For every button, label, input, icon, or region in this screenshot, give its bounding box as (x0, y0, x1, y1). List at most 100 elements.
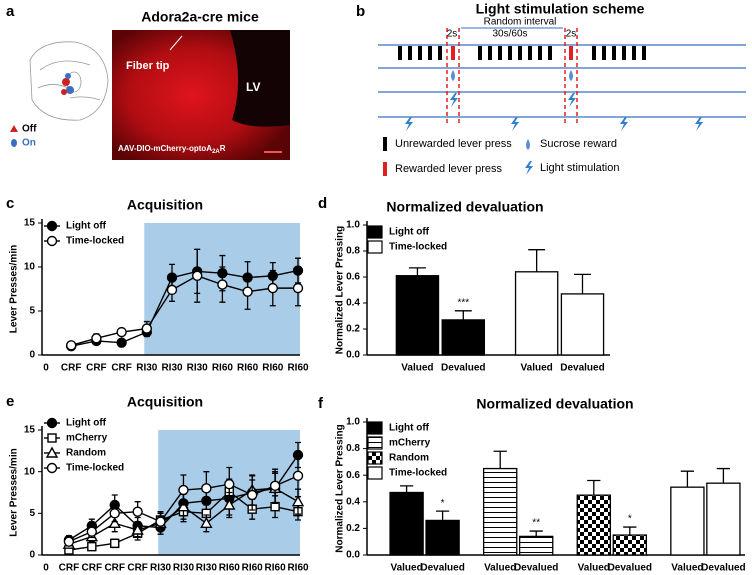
marker (223, 498, 236, 510)
legend-label: Light stimulation (540, 162, 620, 174)
legend-icon (383, 137, 387, 151)
marker (46, 462, 58, 474)
marker (87, 541, 97, 552)
marker (178, 484, 189, 496)
legend-swatch (367, 466, 383, 480)
legend-label: Light off (66, 221, 107, 232)
bar (389, 491, 424, 556)
y-tick-label: 0.8 (346, 443, 360, 454)
x-tick-label: RI60 (219, 563, 241, 574)
x-tick-label: Devalued (608, 563, 652, 574)
legend-label: Light off (66, 418, 107, 429)
chart-title: Normalized devaluation (476, 396, 633, 412)
marker (201, 483, 212, 494)
marker (110, 538, 120, 549)
error-bar (454, 310, 472, 320)
x-tick-label: RI30 (150, 563, 172, 574)
marker (45, 446, 59, 458)
rewarded-press (451, 46, 455, 60)
bar (670, 486, 705, 556)
bar (518, 535, 554, 556)
marker (46, 235, 58, 247)
marker (200, 516, 213, 529)
marker (116, 326, 127, 338)
legend-label: Light off (389, 423, 430, 434)
chart-title: Acquisition (127, 394, 203, 410)
x-tick-label: 0 (43, 363, 49, 374)
legend-icon (526, 139, 530, 150)
light-stim (450, 93, 458, 107)
legend-label: mCherry (66, 433, 108, 444)
unrewarded-press (418, 46, 422, 60)
x-tick-label: CRF (127, 563, 148, 574)
y-tick-label: 0.8 (346, 246, 360, 257)
error-bar (680, 470, 695, 488)
error-bar (574, 273, 591, 294)
y-axis-label: Normalized Lever Pressing (335, 424, 346, 552)
marker (269, 480, 281, 492)
series-line (71, 275, 298, 346)
pointer (169, 35, 183, 51)
y-tick-label: 5 (29, 508, 35, 519)
x-tick-label: RI30 (161, 363, 183, 374)
legend-swatch (367, 421, 383, 435)
legend-label: Time-locked (389, 242, 447, 253)
bar (576, 494, 612, 556)
construct-label: AAV-DIO-mCherry-optoA2AR (118, 144, 226, 154)
x-tick-label: 0 (43, 563, 49, 574)
x-tick-label: Valued (401, 363, 433, 374)
unrewarded-press (398, 46, 402, 60)
unrewarded-press (592, 46, 596, 60)
annotation: Fiber tip (126, 60, 170, 72)
unrewarded-press (528, 46, 532, 60)
x-tick-label: Devalued (420, 563, 464, 574)
x-tick-label: Devalued (560, 363, 604, 374)
unrewarded-press (408, 46, 412, 60)
unrewarded-press (518, 46, 522, 60)
legend-swatch (367, 240, 383, 254)
unrewarded-press (602, 46, 606, 60)
chart-title: Acquisition (127, 197, 203, 213)
error-bar (528, 249, 546, 272)
legend-swatch (367, 451, 383, 465)
series-line (71, 269, 299, 347)
ventricle (230, 30, 290, 127)
bar (395, 275, 440, 356)
marker (65, 340, 77, 351)
marker (177, 500, 190, 512)
x-tick-label: RI30 (136, 363, 158, 374)
bar (560, 293, 605, 356)
light-stim (620, 117, 628, 131)
y-axis-label: Lever Presses/min (9, 245, 20, 333)
unrewarded-press (642, 46, 646, 60)
panel-letter: f (318, 395, 324, 412)
unrewarded-press (478, 46, 482, 60)
light-stim (695, 117, 703, 131)
marker (47, 433, 57, 443)
legend-icon (525, 161, 533, 175)
x-tick-label: RI60 (242, 563, 264, 574)
x-tick-label: Valued (484, 563, 516, 574)
error-bar (493, 450, 507, 469)
bar (425, 519, 460, 556)
marker (191, 270, 203, 281)
bar (706, 482, 741, 556)
error-bar (529, 530, 543, 537)
y-tick-label: 15 (24, 218, 36, 229)
marker (291, 495, 305, 507)
marker (242, 286, 253, 297)
x-tick-label: Valued (390, 563, 422, 574)
annotation: 2s (566, 29, 577, 40)
x-tick-label: CRF (111, 363, 132, 374)
error-bar (399, 485, 414, 493)
marker (246, 489, 258, 501)
bar (514, 271, 559, 356)
sucrose-drop (451, 70, 455, 81)
error-bar (623, 526, 637, 536)
light-stim (568, 93, 576, 107)
x-tick-label: RI30 (196, 563, 218, 574)
error-bar (435, 510, 450, 521)
marker (155, 516, 166, 527)
marker (131, 523, 144, 535)
